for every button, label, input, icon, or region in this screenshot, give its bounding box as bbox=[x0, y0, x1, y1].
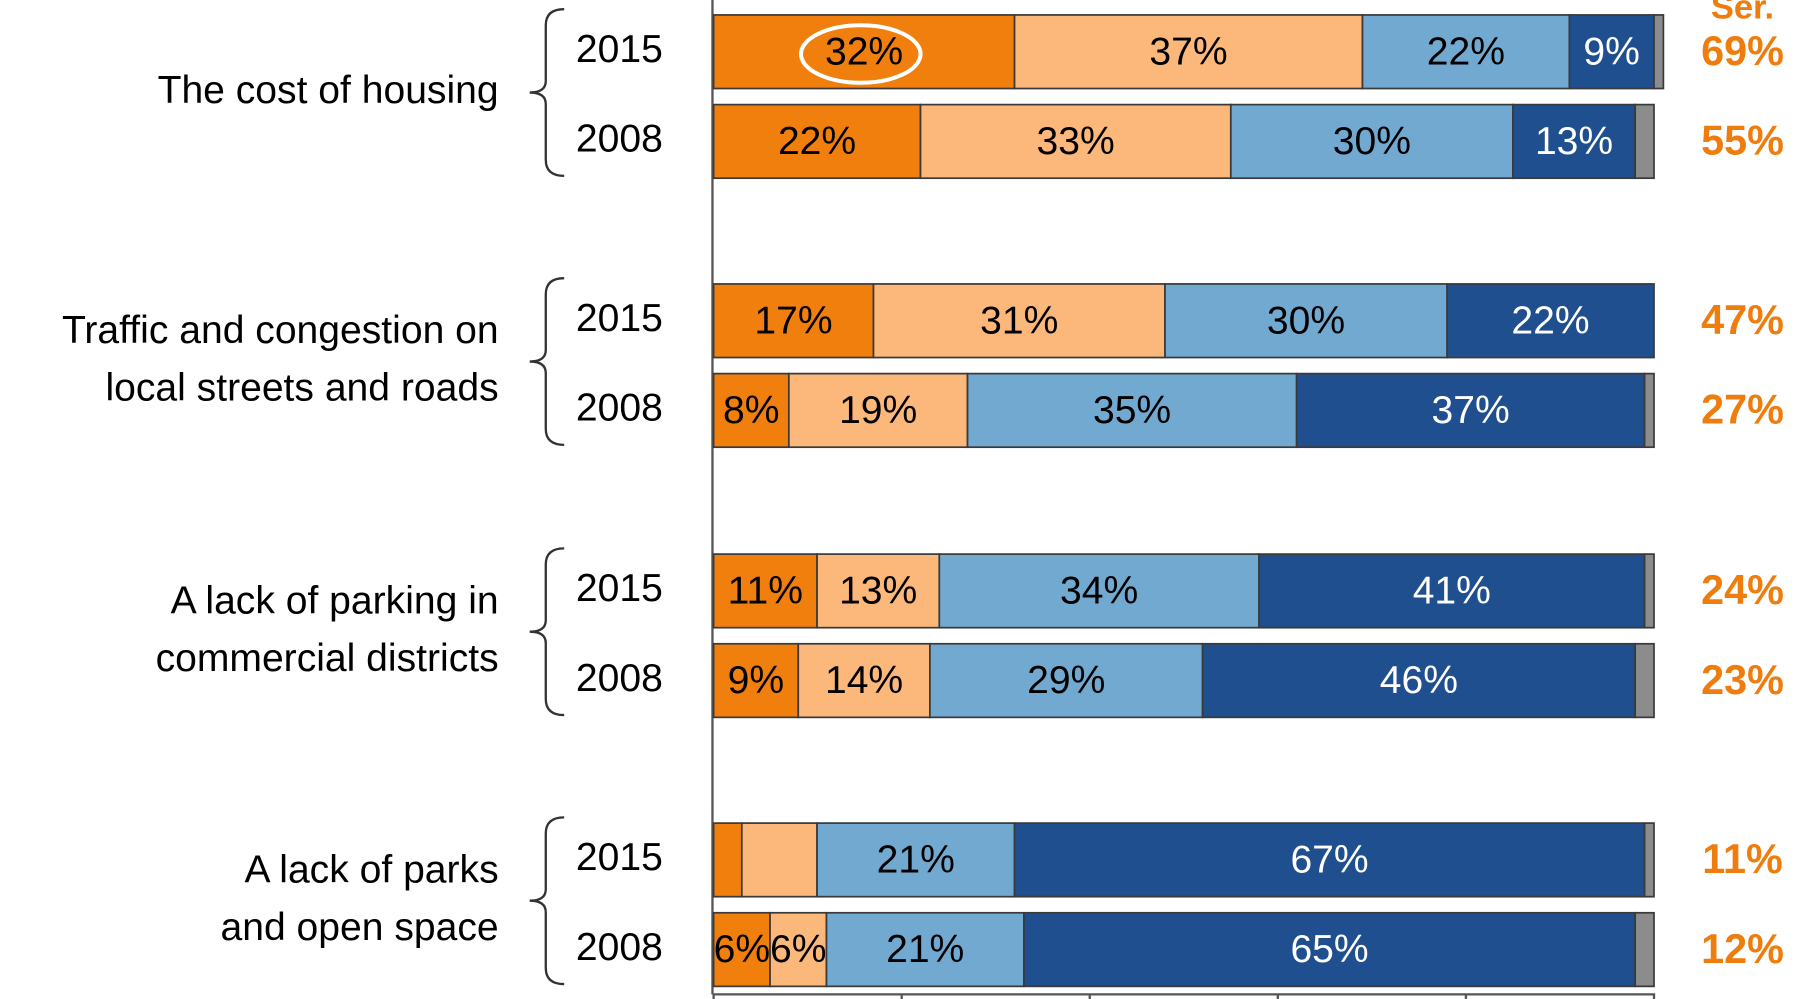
year-label: 2008 bbox=[576, 926, 663, 969]
value-label: 13% bbox=[1535, 120, 1613, 163]
group-brace bbox=[529, 277, 565, 447]
group-label: commercial districts bbox=[156, 637, 499, 680]
group-brace bbox=[529, 547, 565, 717]
group-label: local streets and roads bbox=[105, 367, 498, 410]
bar-segment bbox=[1446, 283, 1655, 359]
value-label: 41% bbox=[1413, 570, 1491, 613]
value-label: 30% bbox=[1333, 120, 1411, 163]
value-label: 6% bbox=[770, 928, 826, 971]
value-label: 29% bbox=[1027, 659, 1105, 702]
total-label: 12% bbox=[1701, 926, 1784, 972]
total-label: 69% bbox=[1701, 28, 1784, 74]
value-label: 31% bbox=[980, 299, 1058, 342]
group-brace bbox=[529, 8, 565, 178]
bar-segment bbox=[938, 553, 1260, 629]
value-label: 35% bbox=[1093, 389, 1171, 432]
value-label: 67% bbox=[1290, 839, 1368, 882]
value-label: 65% bbox=[1290, 928, 1368, 971]
bar-segment bbox=[919, 103, 1232, 180]
bar-segment bbox=[1361, 14, 1571, 90]
value-label: 30% bbox=[1267, 299, 1345, 342]
bar-segment bbox=[1023, 911, 1637, 988]
bar-segment bbox=[816, 822, 1016, 898]
bar-segment bbox=[872, 283, 1166, 359]
value-label: 21% bbox=[877, 839, 955, 882]
bar-segment bbox=[1634, 642, 1655, 719]
group-label: A lack of parking in bbox=[171, 579, 499, 622]
value-label: 37% bbox=[1432, 389, 1510, 432]
year-label: 2008 bbox=[576, 657, 663, 700]
group-label: The cost of housing bbox=[158, 69, 499, 112]
bar-segment bbox=[1568, 14, 1655, 90]
bar-segment bbox=[1653, 14, 1665, 90]
bar-segment bbox=[1164, 283, 1448, 359]
value-label: 22% bbox=[778, 120, 856, 163]
total-header: Ser. bbox=[1711, 0, 1774, 26]
bar-segment bbox=[712, 642, 800, 719]
total-label: 24% bbox=[1701, 567, 1784, 613]
total-label: 11% bbox=[1702, 836, 1783, 882]
bar-segment bbox=[787, 372, 969, 449]
value-label: 22% bbox=[1511, 299, 1589, 342]
bar-segment bbox=[797, 642, 931, 719]
total-label: 47% bbox=[1701, 297, 1784, 343]
value-label: 34% bbox=[1060, 570, 1138, 613]
value-label: 32% bbox=[825, 30, 903, 73]
year-label: 2015 bbox=[576, 836, 663, 879]
total-label: 27% bbox=[1701, 387, 1784, 433]
value-label: 13% bbox=[839, 570, 917, 613]
bar-segment bbox=[712, 103, 922, 180]
total-label: 55% bbox=[1701, 118, 1784, 164]
bar-segment bbox=[816, 553, 941, 629]
year-label: 2015 bbox=[576, 567, 663, 610]
bar-segment bbox=[1013, 822, 1646, 898]
group-label: A lack of parks bbox=[245, 848, 499, 891]
bar-segment bbox=[1634, 911, 1655, 988]
bar-segment bbox=[1643, 372, 1655, 449]
value-label: 11% bbox=[728, 570, 803, 613]
total-label: 23% bbox=[1701, 657, 1784, 703]
bar-segment bbox=[1643, 822, 1655, 898]
bar-segment bbox=[712, 911, 771, 988]
group-brace bbox=[529, 816, 565, 986]
value-label: 6% bbox=[714, 928, 770, 971]
value-label: 17% bbox=[754, 299, 832, 342]
bar-segment bbox=[1201, 642, 1637, 719]
value-label: 22% bbox=[1427, 30, 1505, 73]
value-label: 46% bbox=[1380, 659, 1458, 702]
value-label: 8% bbox=[723, 389, 779, 432]
bar-segment bbox=[712, 283, 875, 359]
value-label: 37% bbox=[1149, 30, 1227, 73]
value-label: 9% bbox=[1583, 30, 1639, 73]
value-label: 33% bbox=[1037, 120, 1115, 163]
year-label: 2015 bbox=[576, 28, 663, 71]
value-label: 14% bbox=[825, 659, 903, 702]
highlight-circle bbox=[798, 23, 923, 85]
bar-segment bbox=[769, 911, 828, 988]
bar-segment bbox=[1643, 553, 1655, 629]
year-label: 2015 bbox=[576, 297, 663, 340]
bar-segment bbox=[825, 911, 1025, 988]
bar-segment bbox=[1013, 14, 1364, 90]
bar-segment bbox=[1258, 553, 1646, 629]
year-label: 2008 bbox=[576, 387, 663, 430]
group-label: Traffic and congestion on bbox=[62, 309, 499, 352]
bar-segment bbox=[712, 822, 743, 898]
bar-segment bbox=[1634, 103, 1655, 180]
value-label: 21% bbox=[886, 928, 964, 971]
bar-segment bbox=[712, 372, 790, 449]
group-label: and open space bbox=[221, 906, 499, 949]
bar-segment bbox=[740, 822, 818, 898]
year-label: 2008 bbox=[576, 118, 663, 161]
value-label: 9% bbox=[728, 659, 784, 702]
value-label: 19% bbox=[839, 389, 917, 432]
